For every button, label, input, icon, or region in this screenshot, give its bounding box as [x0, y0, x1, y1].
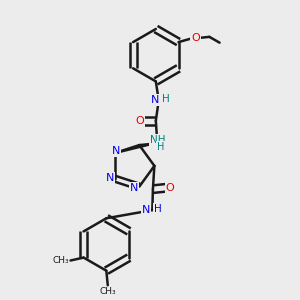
Text: N: N	[151, 95, 159, 105]
Text: O: O	[191, 33, 200, 43]
Text: N: N	[142, 205, 150, 215]
Text: H: H	[157, 142, 164, 152]
Text: CH₃: CH₃	[52, 256, 69, 265]
Text: NH: NH	[150, 135, 165, 145]
Text: N: N	[112, 146, 120, 156]
Text: O: O	[165, 183, 174, 193]
Text: N: N	[105, 173, 114, 183]
Text: CH₃: CH₃	[100, 287, 116, 296]
Text: H: H	[154, 204, 161, 214]
Text: O: O	[135, 116, 144, 126]
Text: N: N	[130, 182, 138, 193]
Text: H: H	[162, 94, 170, 104]
